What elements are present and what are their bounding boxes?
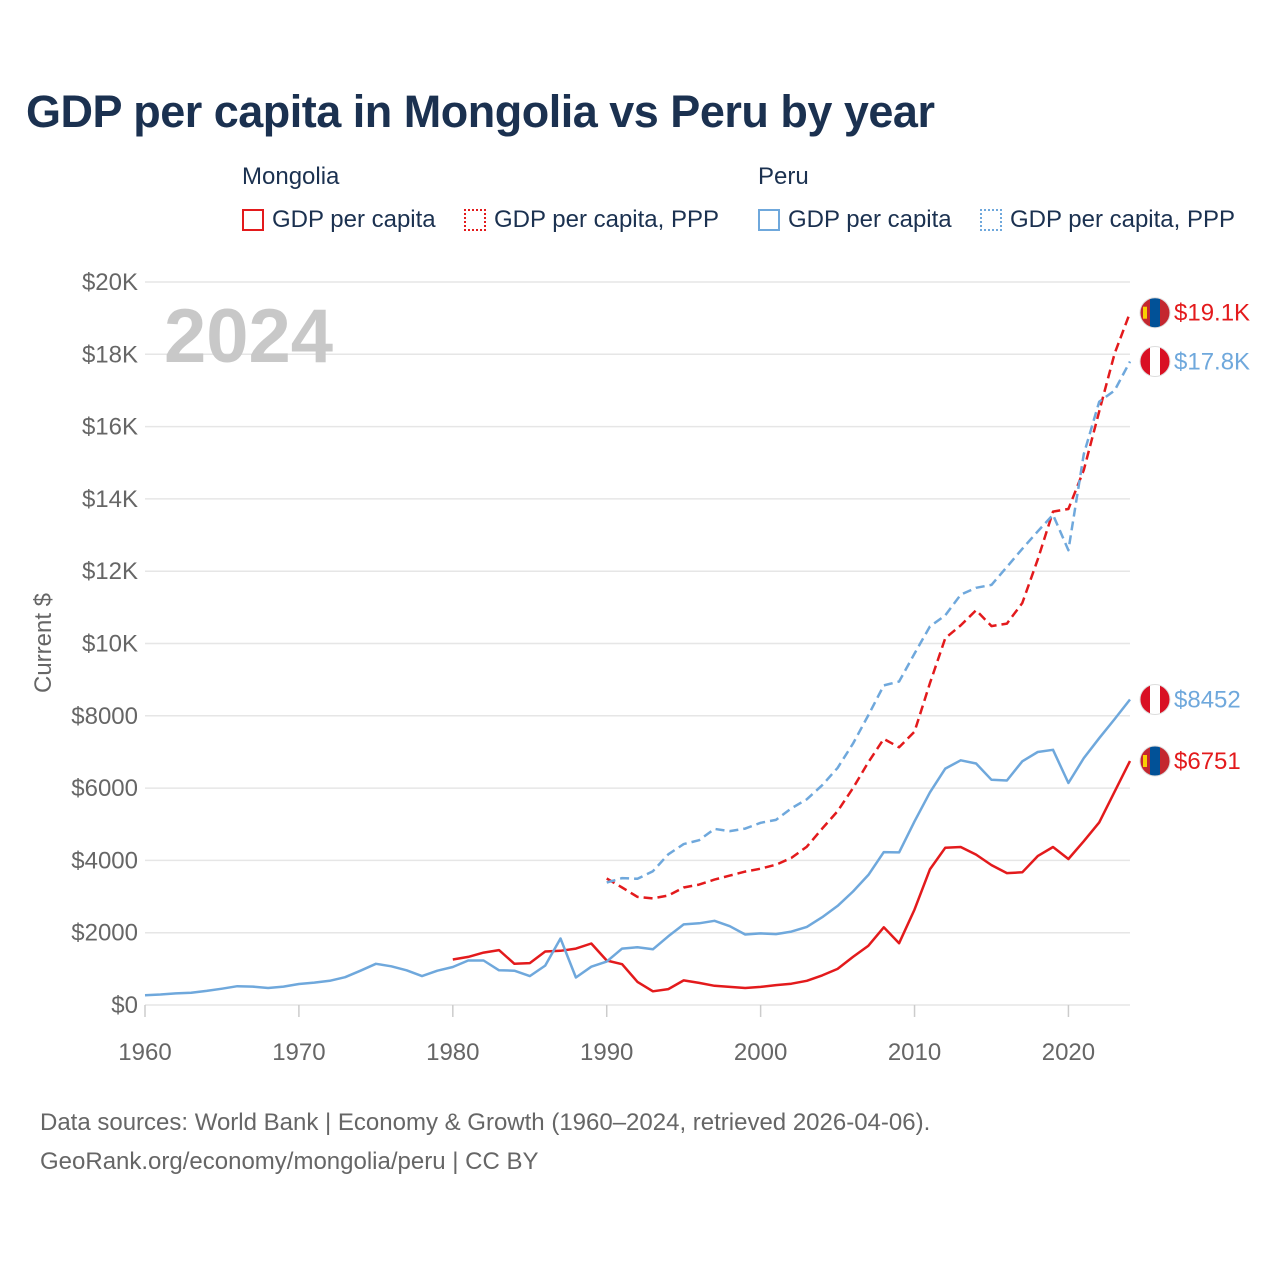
legend-swatch-solid bbox=[242, 209, 264, 231]
y-tick-label: $14K bbox=[82, 486, 138, 513]
footer-credit: GeoRank.org/economy/mongolia/peru | CC B… bbox=[40, 1148, 539, 1175]
legend-item-mongolia-gdp[interactable]: GDP per capita bbox=[242, 204, 436, 236]
flag-body bbox=[1140, 746, 1170, 776]
legend-label: GDP per capita bbox=[272, 206, 436, 233]
end-value-label: $17.8K bbox=[1174, 349, 1250, 376]
flag-stripe-right bbox=[1160, 346, 1170, 377]
series-lines bbox=[144, 312, 1132, 997]
y-tick-label: $6000 bbox=[71, 775, 138, 802]
series-line-mongolia-solid bbox=[452, 760, 1132, 993]
flag-body bbox=[1140, 346, 1170, 377]
flag-stripe-center bbox=[1150, 746, 1160, 776]
legend-label: GDP per capita, PPP bbox=[494, 206, 719, 233]
legend-label: GDP per capita, PPP bbox=[1010, 206, 1235, 233]
flag-soyombo bbox=[1143, 755, 1147, 767]
legend-item-mongolia-ppp[interactable]: GDP per capita, PPP bbox=[464, 204, 719, 236]
flag-stripe-right bbox=[1160, 297, 1170, 328]
y-axis-label: Current $ bbox=[30, 593, 57, 693]
flag-border bbox=[1139, 297, 1171, 329]
end-labels: $19.1K $17.8K $8452 $6751 bbox=[1139, 297, 1250, 777]
legend-swatch-dotted bbox=[464, 209, 486, 231]
x-tick-label: 1960 bbox=[118, 1039, 171, 1066]
flag-stripe-center bbox=[1150, 684, 1160, 715]
y-tick-label: $18K bbox=[82, 341, 138, 368]
grid bbox=[144, 281, 1130, 1017]
flag-stripe-right bbox=[1160, 684, 1170, 715]
chart-title: GDP per capita in Mongolia vs Peru by ye… bbox=[26, 86, 935, 137]
y-axis-ticks: $0 $2000 $4000 $6000 $8000 $10K $12K $14K $16K $1… bbox=[71, 269, 138, 1019]
flag-stripe-center bbox=[1150, 346, 1160, 377]
end-value-label: $6751 bbox=[1174, 748, 1241, 775]
legend-group-mongolia: Mongolia bbox=[242, 163, 340, 190]
x-tick-label: 2000 bbox=[734, 1039, 787, 1066]
flag-soyombo bbox=[1143, 306, 1147, 319]
footer-sources: Data sources: World Bank | Economy & Gro… bbox=[40, 1109, 931, 1136]
x-tick-label: 1980 bbox=[426, 1039, 479, 1066]
y-tick-label: $16K bbox=[82, 414, 138, 441]
end-value-label: $8452 bbox=[1174, 686, 1241, 713]
flag-body bbox=[1140, 684, 1170, 715]
y-tick-label: $10K bbox=[82, 631, 138, 658]
y-tick-label: $12K bbox=[82, 558, 138, 585]
flag-border bbox=[1139, 745, 1171, 777]
year-watermark: 2024 bbox=[164, 294, 333, 379]
series-line-mongolia-dashed bbox=[606, 312, 1132, 900]
y-tick-label: $0 bbox=[111, 992, 138, 1019]
y-tick-label: $8000 bbox=[71, 703, 138, 730]
x-tick-label: 1990 bbox=[580, 1039, 633, 1066]
legend-item-peru-gdp[interactable]: GDP per capita bbox=[758, 204, 952, 236]
flag-mongolia-icon bbox=[1139, 745, 1171, 777]
end-value-label: $19.1K bbox=[1174, 300, 1250, 327]
x-tick-label: 1970 bbox=[272, 1039, 325, 1066]
flag-body bbox=[1140, 297, 1170, 328]
flag-border bbox=[1139, 346, 1171, 377]
legend-swatch-dotted bbox=[980, 209, 1002, 231]
y-tick-label: $20K bbox=[82, 269, 138, 296]
y-tick-label: $2000 bbox=[71, 920, 138, 947]
flag-border bbox=[1139, 684, 1171, 715]
x-tick-label: 2020 bbox=[1042, 1039, 1095, 1066]
legend-swatch-solid bbox=[758, 209, 780, 231]
series-line-peru-solid bbox=[144, 698, 1131, 997]
flag-peru-icon bbox=[1139, 346, 1171, 377]
x-tick-label: 2010 bbox=[888, 1039, 941, 1066]
x-axis-ticks: 1960 1970 1980 1990 2000 2010 2020 bbox=[118, 1039, 1095, 1066]
legend-label: GDP per capita bbox=[788, 206, 952, 233]
series-line-peru-dashed bbox=[606, 360, 1132, 884]
flag-stripe-left bbox=[1140, 684, 1150, 715]
flag-mongolia-icon bbox=[1139, 297, 1171, 329]
flag-peru-icon bbox=[1139, 684, 1171, 715]
legend-item-peru-ppp[interactable]: GDP per capita, PPP bbox=[980, 204, 1235, 236]
legend-group-peru: Peru bbox=[758, 163, 809, 190]
y-tick-label: $4000 bbox=[71, 847, 138, 874]
flag-stripe-left bbox=[1140, 346, 1150, 377]
flag-stripe-center bbox=[1150, 297, 1160, 328]
flag-stripe-right bbox=[1160, 746, 1170, 776]
